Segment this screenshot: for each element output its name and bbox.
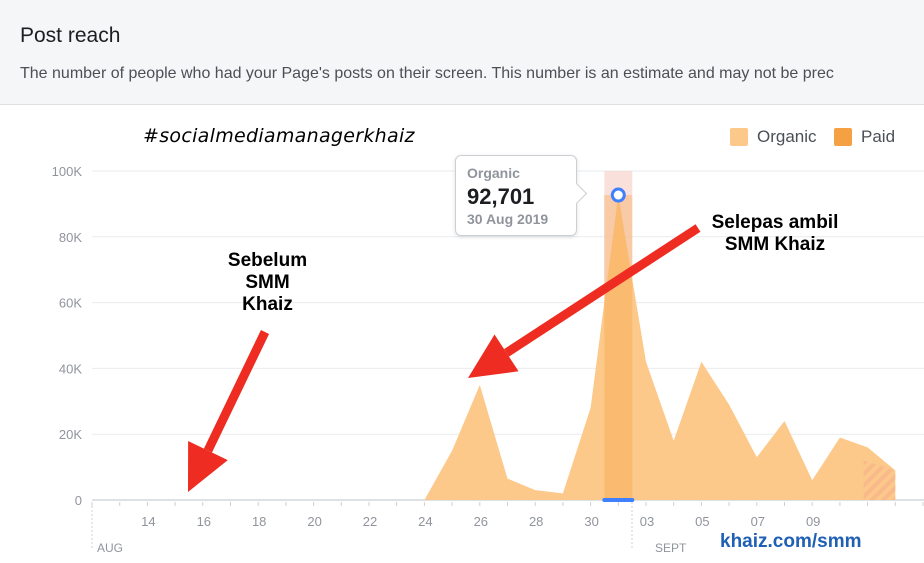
tooltip-value: 92,701 [467,184,535,209]
legend-organic-swatch [730,128,748,146]
annotation-after-line1: Selepas ambil [711,212,839,233]
annotation-after: Selepas ambil SMM Khaiz [690,212,860,256]
legend-paid-swatch [834,128,852,146]
arrow-after-shaft [504,224,701,357]
x-tick-label: 05 [695,514,709,529]
annotation-before-line3: Khaiz [242,294,293,315]
tooltip-series: Organic [467,165,520,181]
x-tick-label: 07 [751,514,765,529]
selection-overlay [604,195,633,500]
arrow-after-head [468,334,519,378]
x-tick-label: 26 [474,514,488,529]
hashtag-caption: #socialmediamanagerkhaiz [143,125,415,147]
tooltip-date: 30 Aug 2019 [467,211,549,227]
annotation-before: Sebelum SMM Khaiz [210,250,325,316]
x-tick-label: 28 [529,514,543,529]
annotation-before-line1: Sebelum [227,250,308,271]
month-label-aug: AUG [97,541,124,555]
legend-paid[interactable]: Paid [834,127,895,147]
x-tick-label: 16 [197,514,211,529]
month-label-sept: SEPT [655,541,687,555]
x-tick-label: 24 [418,514,432,529]
x-tick-label: 22 [363,514,377,529]
series-organic-area [92,195,896,500]
arrow-before-shaft [203,330,270,453]
annotation-before-line2: SMM [245,272,290,293]
legend-organic[interactable]: Organic [730,127,817,147]
y-tick-label: 40K [59,361,82,376]
page-subtitle: The number of people who had your Page's… [20,65,834,82]
x-tick-label: 14 [141,514,155,529]
x-tick-label: 09 [806,514,820,529]
peak-marker [610,187,626,203]
y-tick-label: 80K [59,230,82,245]
card-header: Post reach The number of people who had … [0,0,924,105]
partial-data-stripes [863,460,896,500]
x-tick-label: 03 [640,514,654,529]
page-title: Post reach [20,24,121,47]
y-tick-label: 100K [52,164,83,179]
arrow-before-head [188,441,228,492]
y-tick-label: 0 [75,493,82,508]
x-tick-label: 30 [584,514,598,529]
footer-link[interactable]: khaiz.com/smm [720,531,862,552]
data-tooltip: Organic 92,701 30 Aug 2019 [455,155,588,236]
annotation-after-line2: SMM Khaiz [724,234,826,255]
y-tick-label: 20K [59,427,82,442]
x-tick-label: 20 [307,514,321,529]
legend-paid-label: Paid [861,127,896,146]
y-tick-label: 60K [59,296,82,311]
x-tick-label: 18 [252,514,266,529]
legend-organic-label: Organic [757,127,817,146]
